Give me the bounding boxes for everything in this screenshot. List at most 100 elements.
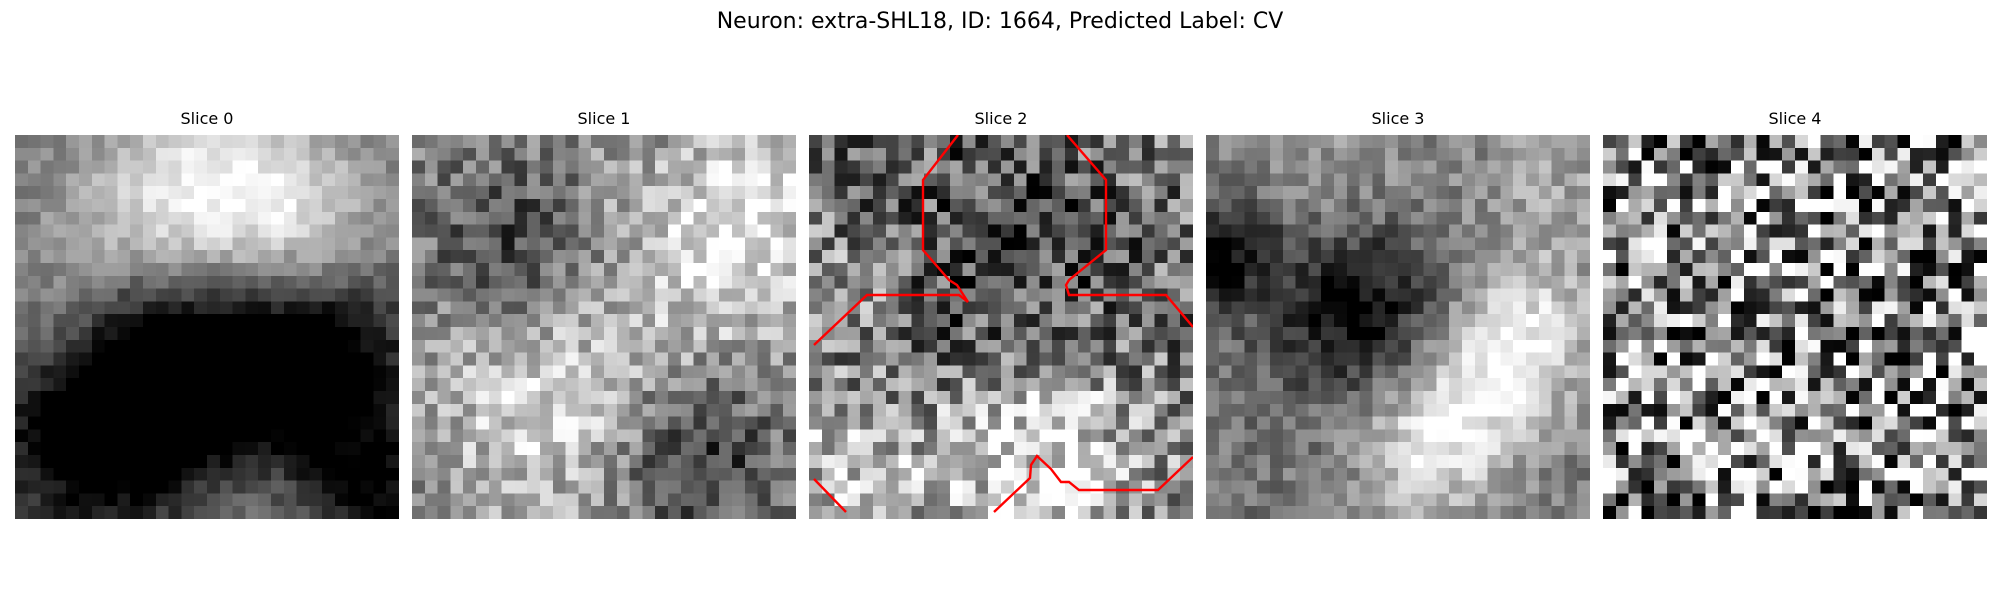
pixel-tile [1090, 480, 1104, 494]
pixel-tile [1923, 288, 1937, 302]
pixel-tile [1436, 275, 1450, 290]
pixel-tile [1731, 160, 1745, 174]
pixel-tile [1948, 288, 1962, 302]
pixel-tile [1001, 442, 1015, 456]
pixel-tile [15, 173, 29, 187]
pixel-tile [53, 416, 67, 430]
pixel-tile [1833, 455, 1847, 469]
pixel-tile [578, 237, 592, 251]
pixel-tile [949, 493, 964, 507]
pixel-tile [1295, 288, 1309, 302]
pixel-tile [258, 173, 272, 187]
pixel-tile [1001, 250, 1015, 264]
pixel-tile [1500, 173, 1514, 187]
pixel-tile [962, 199, 976, 213]
pixel-tile [1398, 237, 1412, 251]
pixel-tile [1782, 327, 1796, 341]
pixel-tile [1282, 314, 1297, 328]
pixel-tile [117, 339, 131, 354]
pixel-tile [1334, 288, 1348, 302]
pixel-tile [412, 403, 426, 418]
pixel-tile [988, 224, 1002, 238]
pixel-tile [53, 403, 67, 418]
pixel-tile [1718, 327, 1732, 341]
pixel-tile [552, 365, 567, 379]
pixel-tile [1731, 288, 1745, 302]
pixel-tile [655, 403, 669, 418]
pixel-tile [1423, 275, 1437, 290]
pixel-tile [15, 493, 29, 507]
pixel-tile [1206, 327, 1220, 341]
pixel-tile [1859, 186, 1873, 200]
pixel-tile [578, 135, 592, 149]
pixel-tile [1961, 250, 1975, 264]
pixel-tile [476, 403, 490, 418]
pixel-tile [1206, 416, 1220, 430]
pixel-tile [680, 378, 695, 392]
pixel-tile [1718, 391, 1732, 405]
pixel-tile [386, 211, 399, 226]
pixel-tile [1462, 314, 1476, 328]
pixel-tile [1103, 160, 1117, 174]
pixel-tile [565, 263, 579, 277]
pixel-tile [1782, 135, 1796, 149]
pixel-tile [296, 339, 310, 354]
pixel-tile [1231, 378, 1245, 392]
pixel-tile [1359, 455, 1373, 469]
pixel-tile [860, 365, 874, 379]
pixel-tile [1628, 135, 1642, 149]
pixel-tile [1910, 429, 1924, 443]
pixel-tile [373, 403, 387, 418]
pixel-tile [680, 147, 695, 162]
pixel-tile [693, 493, 707, 507]
pixel-tile [1218, 339, 1233, 354]
pixel-tile [1756, 147, 1770, 162]
pixel-tile [1013, 135, 1028, 149]
pixel-tile [207, 403, 221, 418]
pixel-tile [578, 365, 592, 379]
pixel-tile [770, 391, 784, 405]
pixel-tile [1807, 455, 1822, 469]
pixel-tile [821, 135, 836, 149]
pixel-tile [155, 339, 170, 354]
pixel-tile [642, 391, 656, 405]
pixel-tile [1295, 506, 1309, 519]
pixel-tile [501, 173, 515, 187]
pixel-tile [1257, 416, 1271, 430]
pixel-tile [1039, 199, 1053, 213]
pixel-tile [168, 391, 182, 405]
pixel-tile [271, 493, 285, 507]
pixel-tile [1039, 493, 1053, 507]
pixel-tile [1295, 199, 1309, 213]
pixel-tile [1013, 263, 1028, 277]
pixel-tile [1231, 147, 1245, 162]
pixel-tile [1206, 288, 1220, 302]
pixel-tile [847, 403, 861, 418]
pixel-tile [1603, 416, 1617, 430]
pixel-tile [1833, 506, 1847, 519]
pixel-tile [1833, 199, 1847, 213]
pixel-tile [424, 224, 439, 238]
pixel-tile [1705, 327, 1719, 341]
pixel-tile [258, 135, 272, 149]
pixel-tile [412, 173, 426, 187]
pixel-tile [860, 506, 874, 519]
pixel-tile [476, 314, 490, 328]
pixel-tile [219, 199, 234, 213]
pixel-tile [194, 237, 208, 251]
pixel-tile [1820, 506, 1834, 519]
pixel-tile [642, 237, 656, 251]
pixel-tile [911, 442, 925, 456]
pixel-tile [181, 467, 195, 482]
pixel-tile [424, 160, 439, 174]
pixel-tile [1359, 173, 1373, 187]
pixel-tile [1935, 365, 1950, 379]
pixel-tile [1974, 467, 1987, 482]
pixel-tile [949, 250, 964, 264]
pixel-tile [1500, 365, 1514, 379]
pixel-tile [1295, 403, 1309, 418]
pixel-tile [1731, 199, 1745, 213]
pixel-tile [424, 378, 439, 392]
pixel-tile [1538, 211, 1553, 226]
pixel-tile [1897, 378, 1911, 392]
